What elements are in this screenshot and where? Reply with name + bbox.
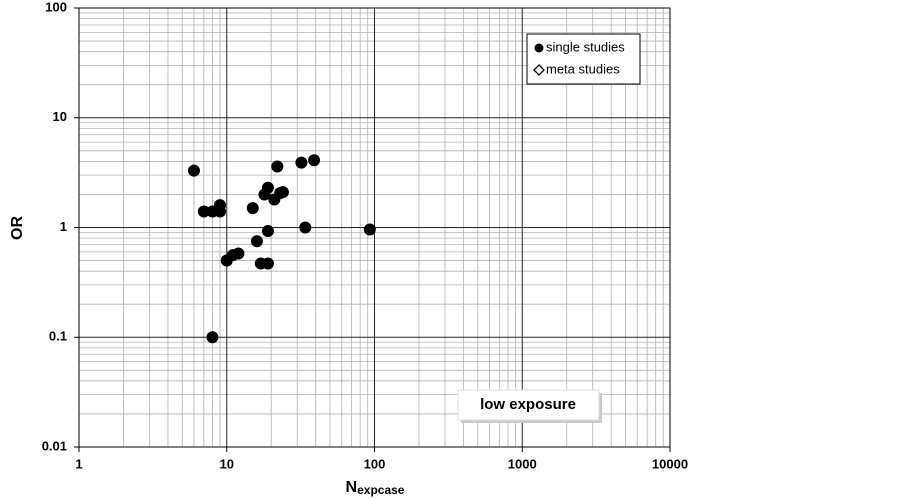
annotation: low exposure <box>480 396 576 413</box>
point <box>261 224 274 237</box>
point <box>187 164 200 177</box>
point <box>206 331 219 344</box>
x-axis-label-sub: expcase <box>357 483 405 497</box>
legend-marker <box>534 43 544 53</box>
point <box>308 154 321 167</box>
point <box>363 223 376 236</box>
x-axis-label: Nexpcase <box>346 479 405 497</box>
legend-box <box>526 33 641 85</box>
annotation-box <box>457 389 600 421</box>
x-tick-label: 1000 <box>508 456 537 471</box>
point <box>232 247 245 260</box>
point <box>261 181 274 194</box>
plot-border <box>78 7 671 448</box>
legend-label: single studies <box>546 39 625 54</box>
x-axis-label-main: N <box>346 479 358 496</box>
x-tick-label: 10 <box>220 456 234 471</box>
point <box>213 205 226 218</box>
point <box>261 257 274 270</box>
y-axis-label: OR <box>9 216 26 240</box>
x-tick-label: 1 <box>75 456 82 471</box>
point <box>246 202 259 215</box>
point <box>295 156 308 169</box>
legend: single studies meta studies <box>526 33 641 85</box>
point <box>276 186 289 199</box>
x-tick-label: 10000 <box>652 456 688 471</box>
y-tick-label: 0.1 <box>49 329 67 344</box>
y-tick-label: 100 <box>45 0 67 14</box>
point <box>299 221 312 234</box>
x-tick-label: 100 <box>364 456 386 471</box>
y-tick-label: 1 <box>60 219 67 234</box>
y-tick-label: 0.01 <box>42 438 67 453</box>
y-tick-label: 10 <box>53 109 67 124</box>
point <box>271 160 284 173</box>
legend-marker <box>533 64 545 76</box>
point <box>250 235 263 248</box>
legend-label: meta studies <box>546 61 620 76</box>
